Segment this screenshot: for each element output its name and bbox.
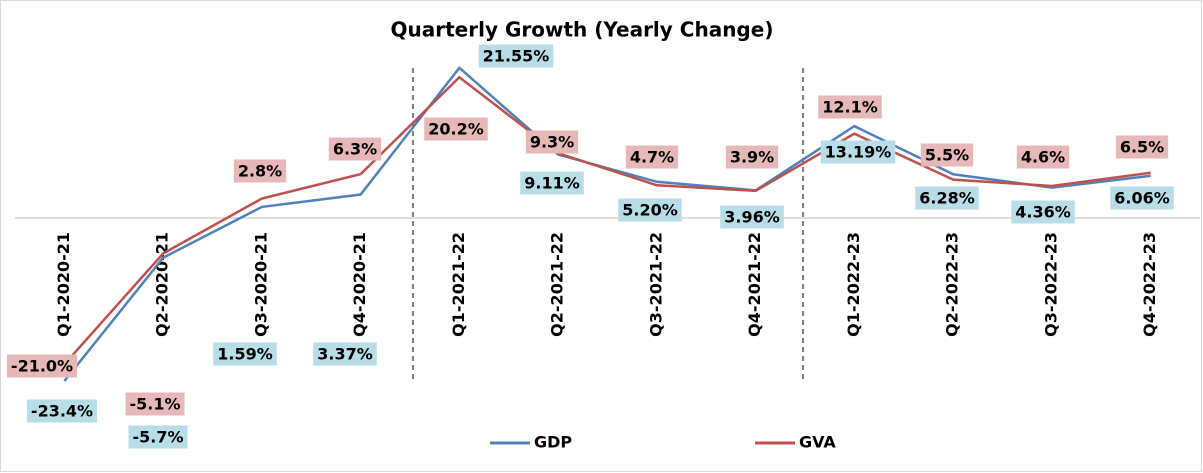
data-label: 6.5%	[1120, 138, 1164, 157]
data-label-box	[525, 130, 579, 154]
x-tick-label: Q1-2022-23	[844, 232, 863, 337]
data-label: 4.7%	[630, 148, 674, 167]
data-label-box	[424, 117, 488, 141]
data-label: 12.1%	[822, 98, 878, 117]
data-label: 6.06%	[1114, 189, 1170, 208]
data-line	[63, 75, 1151, 366]
data-label-box	[128, 425, 188, 449]
data-label: 3.96%	[724, 208, 780, 227]
x-tick-label: Q4-2021-22	[745, 232, 764, 337]
data-label: 9.11%	[524, 174, 580, 193]
data-label-box	[6, 354, 78, 378]
data-label-box	[720, 205, 784, 229]
data-label-box	[233, 159, 287, 183]
data-label: -5.1%	[129, 395, 180, 414]
data-label-box	[478, 44, 554, 68]
data-label-box	[26, 399, 98, 423]
x-tick-label: Q3-2020-21	[251, 232, 270, 337]
data-label-box	[818, 95, 882, 119]
data-label: 20.2%	[428, 120, 484, 139]
data-label: 2.8%	[238, 162, 282, 181]
legend-label: GDP	[534, 433, 572, 452]
data-label: 6.3%	[333, 140, 377, 159]
data-label-box	[1110, 186, 1174, 210]
x-tick-label: Q1-2020-21	[54, 232, 73, 337]
data-label-box	[725, 145, 779, 169]
data-label: 4.36%	[1015, 203, 1071, 222]
data-label: 4.6%	[1021, 148, 1065, 167]
data-label-box	[213, 342, 277, 366]
data-label-box	[1011, 200, 1075, 224]
x-tick-label: Q4-2022-23	[1140, 232, 1159, 337]
data-label: 9.3%	[530, 133, 574, 152]
data-label-box	[915, 186, 979, 210]
data-label: -21.0%	[11, 357, 73, 376]
data-label: 1.59%	[217, 345, 273, 364]
legend-label: GVA	[799, 433, 836, 452]
data-label-box	[125, 392, 185, 416]
data-label: 13.19%	[825, 143, 892, 162]
data-label-box	[820, 140, 896, 164]
chart-title: Quarterly Growth (Yearly Change)	[391, 18, 774, 42]
data-label: -23.4%	[31, 402, 93, 421]
data-label-box	[313, 342, 377, 366]
data-label-box	[1016, 145, 1070, 169]
x-tick-label: Q3-2022-23	[1041, 232, 1060, 337]
data-label-box	[618, 198, 682, 222]
x-tick-label: Q2-2020-21	[153, 232, 172, 337]
x-tick-label: Q2-2022-23	[943, 232, 962, 337]
data-label: 5.20%	[622, 201, 678, 220]
data-label-box	[328, 137, 382, 161]
x-tick-label: Q2-2021-22	[548, 232, 567, 337]
data-label: -5.7%	[132, 428, 183, 447]
data-label: 3.37%	[317, 345, 373, 364]
data-label: 3.9%	[730, 148, 774, 167]
data-label-box	[625, 145, 679, 169]
data-label-box	[520, 171, 584, 195]
data-label: 5.5%	[925, 146, 969, 165]
data-label-box	[920, 143, 974, 167]
data-label: 21.55%	[483, 47, 550, 66]
data-label-box	[1115, 135, 1169, 159]
x-tick-label: Q1-2021-22	[449, 232, 468, 337]
x-tick-label: Q4-2020-21	[350, 232, 369, 337]
x-tick-label: Q3-2021-22	[646, 232, 665, 337]
data-label: 6.28%	[919, 189, 975, 208]
